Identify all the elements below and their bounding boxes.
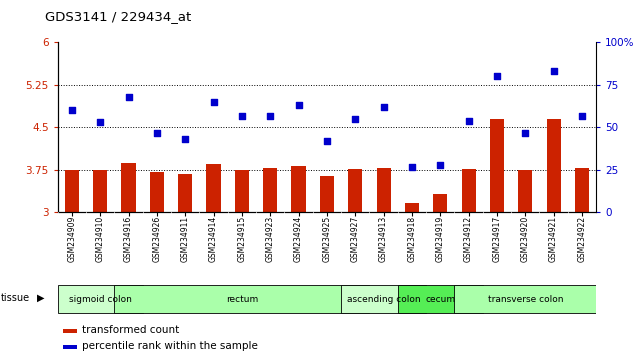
Bar <box>341 285 426 314</box>
Point <box>463 118 474 124</box>
Text: GSM234915: GSM234915 <box>237 216 246 262</box>
Point <box>237 113 247 118</box>
Bar <box>263 168 278 354</box>
Text: GSM234909: GSM234909 <box>67 216 76 262</box>
Text: GSM234924: GSM234924 <box>294 216 303 262</box>
Bar <box>433 194 447 354</box>
Point <box>577 113 587 118</box>
Bar <box>178 175 192 354</box>
Point <box>152 130 162 135</box>
Point <box>492 74 502 79</box>
Text: GSM234927: GSM234927 <box>351 216 360 262</box>
Point <box>549 69 559 74</box>
Text: GSM234926: GSM234926 <box>153 216 162 262</box>
Point <box>208 99 219 105</box>
Point <box>435 162 445 168</box>
Bar <box>518 170 533 354</box>
Text: GSM234914: GSM234914 <box>209 216 218 262</box>
Text: sigmoid colon: sigmoid colon <box>69 295 131 304</box>
Bar <box>547 119 561 354</box>
Bar <box>490 119 504 354</box>
Bar <box>65 170 79 354</box>
Text: percentile rank within the sample: percentile rank within the sample <box>82 341 258 351</box>
Bar <box>63 346 76 349</box>
Point <box>520 130 530 135</box>
Bar <box>376 168 390 354</box>
Bar <box>575 168 589 354</box>
Text: GSM234911: GSM234911 <box>181 216 190 262</box>
Text: GSM234922: GSM234922 <box>578 216 587 262</box>
Bar <box>93 170 107 354</box>
Text: cecum: cecum <box>425 295 455 304</box>
Text: GSM234923: GSM234923 <box>266 216 275 262</box>
Text: ▶: ▶ <box>37 292 45 303</box>
Bar <box>348 169 362 354</box>
Text: GSM234910: GSM234910 <box>96 216 104 262</box>
Bar <box>206 164 221 354</box>
Point <box>95 120 105 125</box>
Text: GDS3141 / 229434_at: GDS3141 / 229434_at <box>45 11 191 23</box>
Text: GSM234925: GSM234925 <box>322 216 331 262</box>
Bar <box>398 285 483 314</box>
Text: transformed count: transformed count <box>82 325 179 335</box>
Text: GSM234912: GSM234912 <box>464 216 473 262</box>
Text: GSM234918: GSM234918 <box>408 216 417 262</box>
Text: ascending colon: ascending colon <box>347 295 420 304</box>
Point <box>124 94 134 100</box>
Point <box>67 108 77 113</box>
Text: GSM234919: GSM234919 <box>436 216 445 262</box>
Bar <box>121 163 136 354</box>
Bar <box>235 170 249 354</box>
Bar <box>454 285 596 314</box>
Bar <box>405 203 419 354</box>
Text: transverse colon: transverse colon <box>488 295 563 304</box>
Text: GSM234916: GSM234916 <box>124 216 133 262</box>
Text: GSM234917: GSM234917 <box>492 216 501 262</box>
Text: GSM234920: GSM234920 <box>520 216 529 262</box>
Bar <box>462 169 476 354</box>
Point <box>407 164 417 169</box>
Point <box>378 104 388 110</box>
Bar <box>114 285 369 314</box>
Text: tissue: tissue <box>1 292 29 303</box>
Bar <box>320 176 334 354</box>
Text: rectum: rectum <box>226 295 258 304</box>
Text: GSM234921: GSM234921 <box>549 216 558 262</box>
Point <box>180 137 190 142</box>
Point <box>294 103 304 108</box>
Bar <box>150 172 164 354</box>
Point <box>350 116 360 122</box>
Point <box>322 138 332 144</box>
Text: GSM234913: GSM234913 <box>379 216 388 262</box>
Bar <box>292 166 306 354</box>
Bar <box>58 285 143 314</box>
Point <box>265 113 276 118</box>
Bar <box>63 330 76 333</box>
